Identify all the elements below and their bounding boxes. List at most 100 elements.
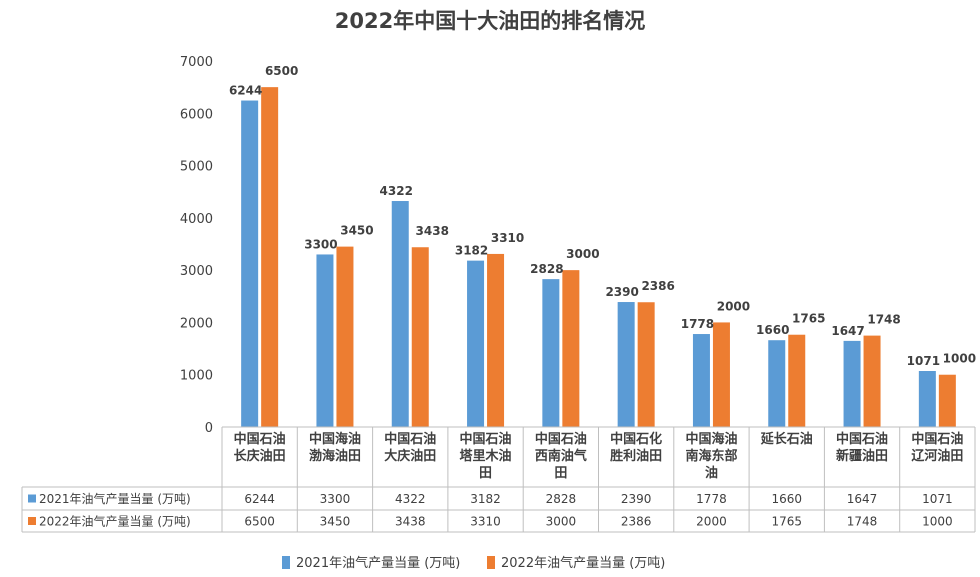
y-tick-label: 2000 bbox=[180, 316, 213, 331]
legend-label: 2021年油气产量当量 (万吨) bbox=[296, 555, 460, 571]
bar bbox=[768, 340, 786, 427]
category-label: 新疆油田 bbox=[836, 448, 888, 464]
y-tick-label: 4000 bbox=[180, 212, 213, 227]
category-label: 中国海油 bbox=[685, 431, 737, 447]
y-tick-label: 6000 bbox=[180, 107, 213, 122]
bar bbox=[637, 302, 655, 427]
category-label: 渤海油田 bbox=[309, 448, 361, 464]
bar bbox=[411, 247, 429, 427]
table-cell: 6500 bbox=[244, 515, 275, 529]
data-label: 2828 bbox=[530, 262, 563, 276]
category-label: 南海东部 bbox=[685, 448, 737, 464]
data-label: 6244 bbox=[229, 84, 262, 98]
category-label: 中国石油 bbox=[384, 431, 436, 447]
legend-key bbox=[487, 556, 495, 569]
data-label: 2386 bbox=[641, 279, 674, 293]
table-cell: 3300 bbox=[320, 492, 351, 506]
table-cell: 3450 bbox=[320, 515, 351, 529]
legend-label: 2022年油气产量当量 (万吨) bbox=[501, 555, 665, 571]
data-label: 1765 bbox=[792, 312, 825, 326]
row-label: 2022年油气产量当量 (万吨) bbox=[39, 514, 191, 529]
bar bbox=[788, 334, 806, 427]
data-label: 3300 bbox=[304, 237, 337, 251]
y-tick-label: 1000 bbox=[180, 369, 213, 384]
data-label: 1647 bbox=[831, 324, 864, 338]
category-label: 胜利油田 bbox=[610, 448, 662, 464]
data-label: 3438 bbox=[416, 224, 449, 238]
row-legend-key bbox=[28, 494, 36, 503]
table-cell: 1647 bbox=[847, 492, 878, 506]
data-label: 1000 bbox=[943, 352, 976, 366]
bar bbox=[617, 302, 635, 427]
table-cell: 1000 bbox=[922, 515, 953, 529]
bar bbox=[336, 246, 354, 427]
category-label: 延长石油 bbox=[760, 431, 813, 447]
table-cell: 2390 bbox=[621, 492, 652, 506]
table-cell: 3000 bbox=[546, 515, 577, 529]
bar bbox=[918, 371, 936, 427]
data-label: 3182 bbox=[455, 244, 488, 258]
bar bbox=[562, 270, 580, 427]
bar bbox=[487, 253, 505, 427]
category-label: 中国石油 bbox=[234, 431, 286, 447]
row-legend-key bbox=[28, 517, 36, 525]
data-label: 3310 bbox=[491, 231, 524, 245]
data-label: 2000 bbox=[717, 299, 750, 313]
category-label: 中国海油 bbox=[309, 431, 361, 447]
category-label: 长庆油田 bbox=[234, 448, 286, 464]
category-label: 中国石油 bbox=[911, 431, 963, 447]
bar bbox=[542, 279, 560, 427]
category-label: 油 bbox=[705, 465, 718, 481]
bar bbox=[843, 340, 861, 427]
bar bbox=[863, 335, 881, 427]
data-label: 1071 bbox=[907, 354, 940, 368]
row-label: 2021年油气产量当量 (万吨) bbox=[39, 491, 191, 506]
data-table: 中国石油长庆油田中国海油渤海油田中国石油大庆油田中国石油塔里木油田中国石油西南油… bbox=[21, 426, 976, 533]
bar bbox=[938, 374, 956, 427]
data-label: 1660 bbox=[756, 323, 789, 337]
category-label: 塔里木油 bbox=[460, 448, 512, 464]
table-cell: 2000 bbox=[696, 515, 727, 529]
category-label: 中国石油 bbox=[535, 431, 587, 447]
category-label: 大庆油田 bbox=[384, 448, 436, 464]
bar bbox=[241, 100, 259, 427]
table-cell: 3310 bbox=[470, 515, 501, 529]
bar bbox=[261, 87, 279, 428]
category-label: 中国石油 bbox=[460, 431, 512, 447]
bar bbox=[692, 334, 710, 427]
table-cell: 2386 bbox=[621, 515, 652, 529]
table-cell: 1071 bbox=[922, 492, 953, 506]
table-cell: 4322 bbox=[395, 492, 426, 506]
y-tick-label: 0 bbox=[205, 421, 213, 436]
data-label: 1778 bbox=[681, 317, 714, 331]
table-cell: 1748 bbox=[847, 515, 878, 529]
y-axis: 0 1000 2000 3000 4000 5000 6000 7000 bbox=[180, 55, 213, 436]
table-cell: 3182 bbox=[470, 492, 501, 506]
table-cell: 1765 bbox=[771, 515, 802, 529]
data-labels: 6244 3300 4322 3182 2828 2390 1778 1660 1647 1071… bbox=[229, 64, 976, 368]
category-label: 田 bbox=[554, 466, 567, 481]
table-cell: 1778 bbox=[696, 492, 727, 506]
data-label: 4322 bbox=[380, 184, 413, 198]
data-label: 3450 bbox=[340, 224, 373, 238]
legend-key bbox=[282, 556, 290, 569]
category-label: 辽河油田 bbox=[911, 448, 963, 464]
table-cell: 1660 bbox=[771, 492, 802, 506]
chart-title: 2022年中国十大油田的排名情况 bbox=[335, 9, 645, 33]
bar bbox=[391, 201, 409, 427]
y-tick-label: 5000 bbox=[180, 160, 213, 175]
y-tick-label: 7000 bbox=[180, 55, 213, 70]
table-cell: 6244 bbox=[244, 492, 275, 506]
category-label: 中国石油 bbox=[836, 431, 888, 447]
table-cell: 2828 bbox=[546, 492, 577, 506]
category-label: 西南油气 bbox=[535, 448, 587, 464]
data-label: 2390 bbox=[605, 285, 638, 299]
data-label: 3000 bbox=[566, 247, 599, 261]
legend: 2021年油气产量当量 (万吨) 2022年油气产量当量 (万吨) bbox=[282, 555, 665, 571]
category-label: 田 bbox=[479, 466, 492, 481]
bar bbox=[316, 254, 334, 427]
data-label: 6500 bbox=[265, 64, 298, 78]
table-cell: 3438 bbox=[395, 515, 426, 529]
y-tick-label: 3000 bbox=[180, 264, 213, 279]
